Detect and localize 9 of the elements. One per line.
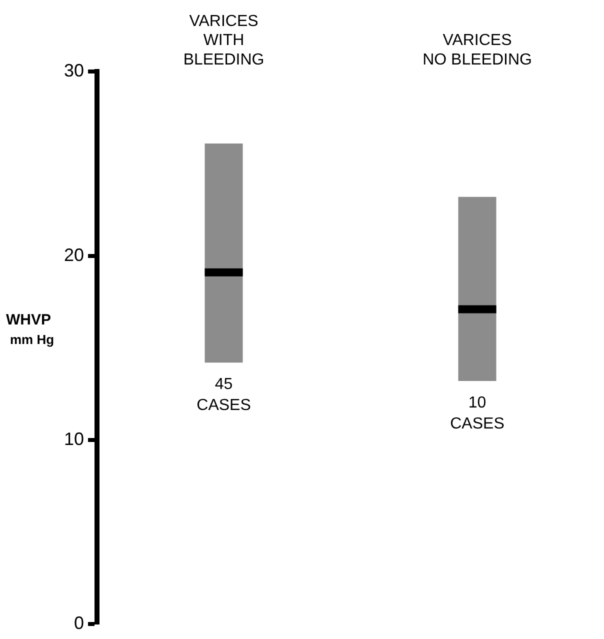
y-tick-label: 20 bbox=[64, 244, 84, 265]
y-tick-label: 10 bbox=[64, 428, 84, 449]
x-tick-label: VARICES NO BLEEDING bbox=[422, 32, 532, 68]
y-axis-title: WHVP mm Hg bbox=[6, 311, 54, 347]
y-tick-label: 0 bbox=[74, 613, 84, 634]
annotation: 10 CASES bbox=[450, 394, 504, 432]
x-tick-label: VARICES WITH BLEEDING bbox=[183, 13, 264, 68]
annotation: 45 CASES bbox=[196, 376, 251, 414]
y-tick-label: 30 bbox=[64, 60, 84, 81]
